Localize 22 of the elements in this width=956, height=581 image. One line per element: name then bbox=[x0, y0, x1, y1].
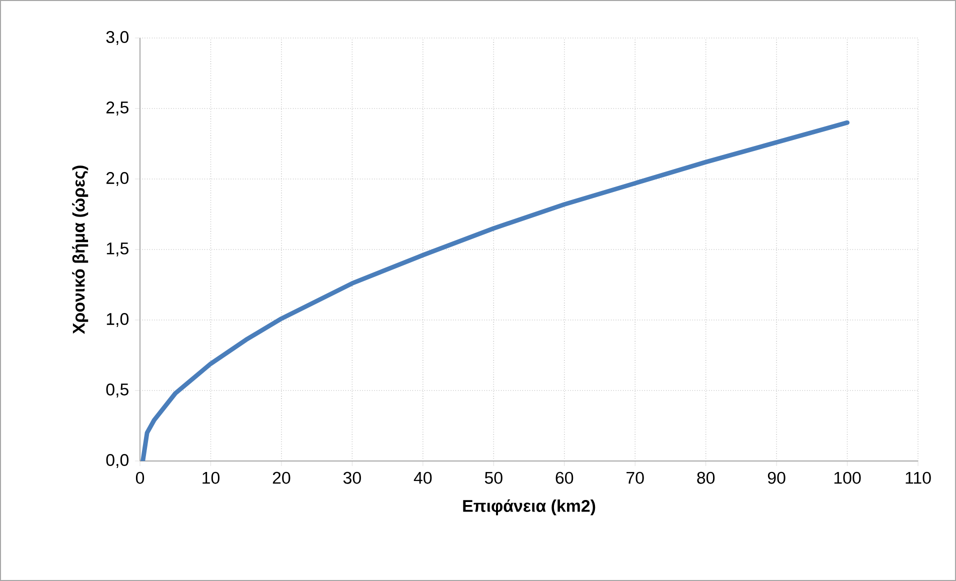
line-series bbox=[140, 120, 850, 461]
x-tick-label: 30 bbox=[343, 472, 361, 484]
x-tick-label: 60 bbox=[556, 472, 574, 484]
y-tick-label: 3,0 bbox=[106, 30, 129, 45]
x-tick-label: 70 bbox=[626, 472, 644, 484]
x-tick-label: 0 bbox=[136, 472, 144, 484]
x-tick-label: 50 bbox=[484, 472, 502, 484]
x-tick-label: 110 bbox=[906, 472, 931, 484]
y-axis-title: Χρονικό βήμα (ώρες) bbox=[72, 166, 88, 334]
x-axis-title: Επιφάνεια (km2) bbox=[463, 499, 596, 516]
x-tick-label: 100 bbox=[834, 472, 861, 484]
x-tick-label: 80 bbox=[697, 472, 715, 484]
x-tick-label: 40 bbox=[414, 472, 432, 484]
y-tick-label: 0,0 bbox=[106, 454, 129, 468]
y-tick-label: 1,0 bbox=[106, 313, 129, 327]
y-tick-label: 1,5 bbox=[106, 242, 128, 256]
y-tick-label: 0,5 bbox=[106, 384, 128, 398]
y-tick-label: 2,0 bbox=[106, 172, 129, 186]
x-tick-label: 20 bbox=[272, 472, 290, 484]
x-tick-label: 10 bbox=[202, 472, 220, 484]
x-tick-label: 90 bbox=[768, 472, 786, 484]
y-tick-label: 2,5 bbox=[106, 101, 128, 116]
